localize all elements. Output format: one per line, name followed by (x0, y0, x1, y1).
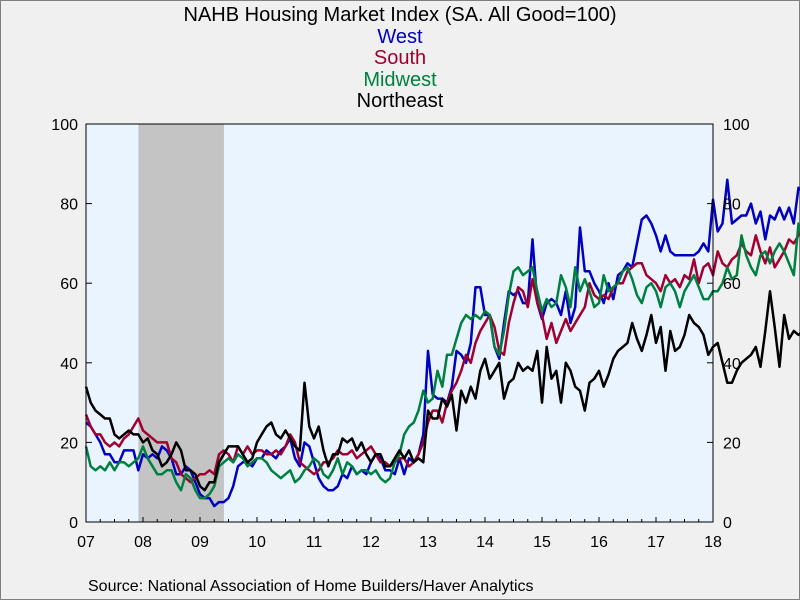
x-tick-label: 16 (590, 534, 608, 551)
x-tick-label: 09 (191, 534, 209, 551)
legend-west: West (377, 26, 423, 48)
x-tick-label: 14 (476, 534, 494, 551)
x-tick-label: 15 (533, 534, 551, 551)
y-tick-label-right: 60 (723, 276, 741, 293)
chart-title: NAHB Housing Market Index (SA. All Good=… (183, 4, 617, 26)
series-line-northeast (84, 289, 800, 492)
legend-midwest: Midwest (363, 69, 437, 91)
y-tick-label-left: 40 (60, 356, 78, 373)
x-tick-label: 08 (134, 534, 152, 551)
y-tick-label-right: 40 (723, 356, 741, 373)
series-line-midwest (84, 222, 800, 500)
y-tick-label-right: 20 (723, 435, 741, 452)
legend-south: South (373, 47, 427, 69)
y-tick-label-left: 60 (60, 276, 78, 293)
source-note: Source: National Association of Home Bui… (88, 578, 534, 595)
y-tick-label-right: 0 (723, 515, 732, 532)
x-tick-label: 18 (704, 534, 722, 551)
y-tick-label-left: 20 (60, 435, 78, 452)
y-tick-label-left: 80 (60, 197, 78, 214)
x-tick-label: 10 (248, 534, 266, 551)
x-tick-label: 17 (647, 534, 665, 551)
series-line-south (84, 228, 800, 484)
y-tick-label-left: 100 (51, 117, 78, 134)
y-tick-label-right: 100 (723, 117, 750, 134)
y-tick-label-left: 0 (69, 515, 78, 532)
y-tick-label-right: 80 (723, 197, 741, 214)
x-tick-label: 11 (306, 534, 323, 551)
legend-northeast: Northeast (356, 90, 444, 112)
x-tick-label: 13 (419, 534, 437, 551)
series-line-west (85, 178, 800, 508)
x-tick-label: 12 (362, 534, 380, 551)
x-tick-label: 07 (77, 534, 95, 551)
